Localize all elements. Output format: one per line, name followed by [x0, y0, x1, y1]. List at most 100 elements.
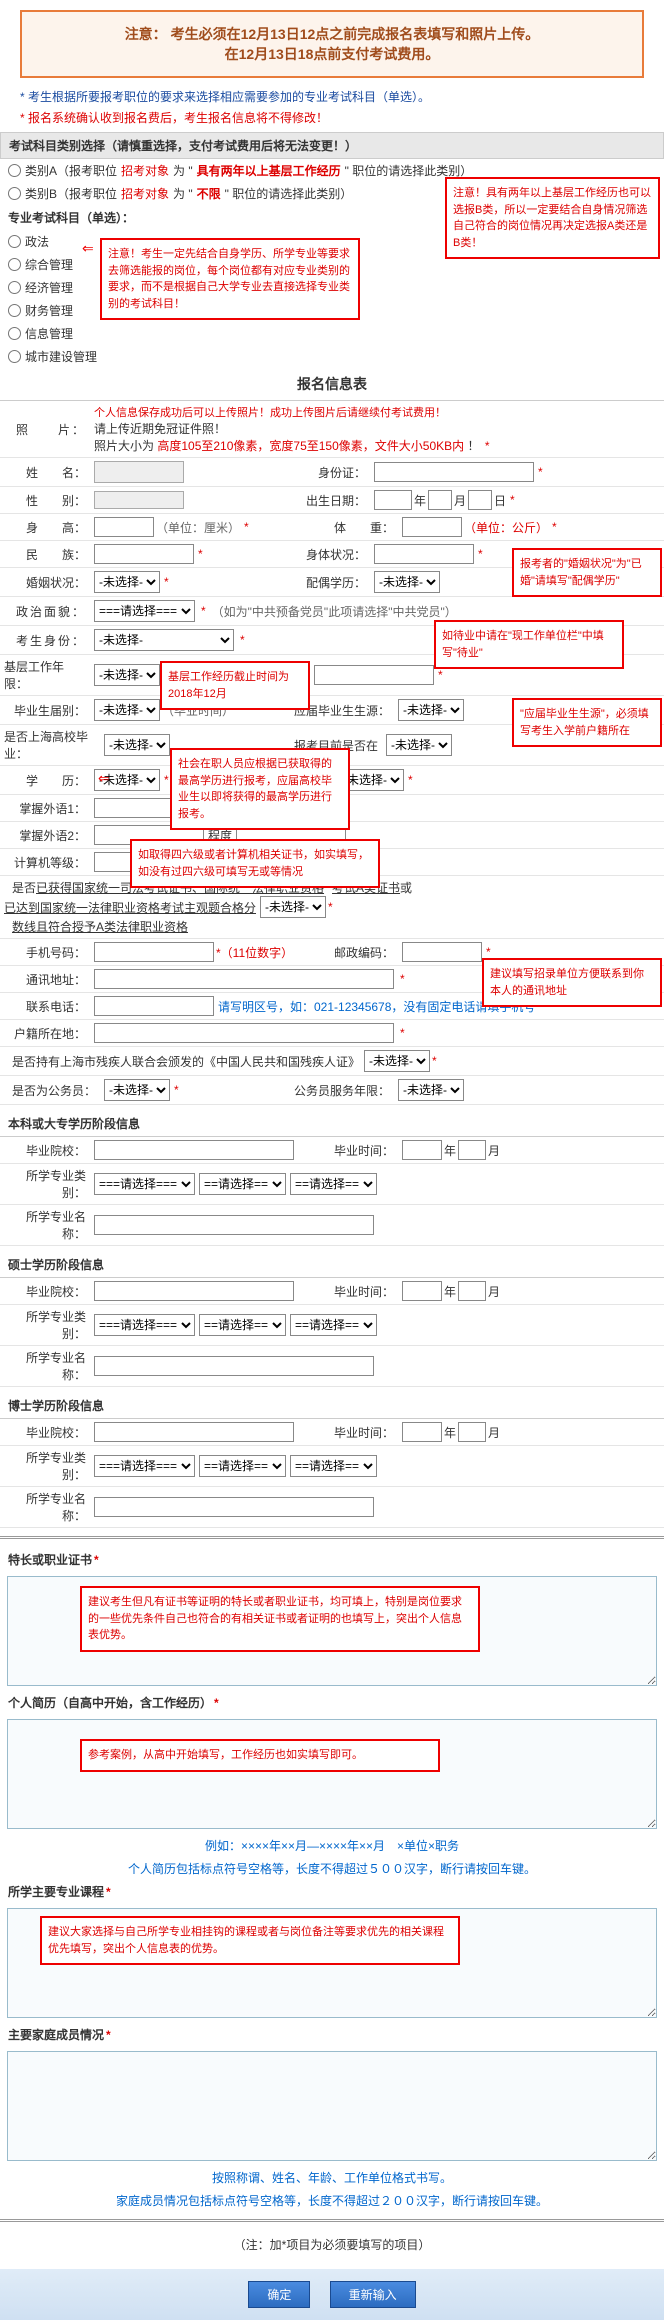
- cat-a-pre: 类别A（报考职位: [25, 162, 117, 179]
- radio-subject[interactable]: [8, 235, 21, 248]
- gender-display: [94, 491, 184, 509]
- d-school-input[interactable]: [94, 1422, 294, 1442]
- doctor-title: 博士学历阶段信息: [0, 1393, 664, 1419]
- ok-button[interactable]: 确定: [248, 2281, 310, 2308]
- law-select[interactable]: -未选择-: [260, 896, 326, 918]
- b-month-input[interactable]: [458, 1140, 486, 1160]
- politics-select[interactable]: ===请选择===: [94, 600, 195, 622]
- radio-subject[interactable]: [8, 281, 21, 294]
- marriage-label: 婚姻状况：: [0, 568, 90, 596]
- subject-row[interactable]: 城市建设管理: [0, 345, 664, 368]
- cat-a-key: 具有两年以上基层工作经历: [197, 162, 341, 179]
- weight-input[interactable]: [402, 517, 462, 537]
- body-input[interactable]: [374, 544, 474, 564]
- birth-day-input[interactable]: [468, 490, 492, 510]
- photo-note2: 请上传近期免冠证件照！: [94, 420, 492, 437]
- m-cat3-select[interactable]: ==请选择==: [290, 1314, 377, 1336]
- addr-input[interactable]: [94, 969, 394, 989]
- d-major-input[interactable]: [94, 1497, 374, 1517]
- civil-years-select[interactable]: -未选择-: [398, 1079, 464, 1101]
- b-major-label: 所学专业名称：: [4, 1208, 94, 1242]
- phone-label: 手机号码：: [0, 939, 90, 965]
- cat-a-mid2: 为 ": [173, 162, 193, 179]
- marriage-select[interactable]: -未选择-: [94, 571, 160, 593]
- grad-source-select[interactable]: -未选择-: [398, 699, 464, 721]
- d-cat3-select[interactable]: ==请选择==: [290, 1455, 377, 1477]
- m-school-input[interactable]: [94, 1281, 294, 1301]
- identity-select[interactable]: -未选择-: [94, 629, 234, 651]
- b-cat3-select[interactable]: ==请选择==: [290, 1173, 377, 1195]
- disabled-select[interactable]: -未选择-: [364, 1050, 430, 1072]
- d-cat1-select[interactable]: ===请选择===: [94, 1455, 195, 1477]
- radio-subject[interactable]: [8, 350, 21, 363]
- photo-note3b: 高度105至210像素，宽度75至150像素，文件大小50KB内: [157, 439, 464, 453]
- master-title: 硕士学历阶段信息: [0, 1252, 664, 1278]
- top-notice: 注意： 考生必须在12月13日12点之前完成报名表填写和照片上传。 在12月13…: [20, 10, 644, 78]
- workyears-select[interactable]: -未选择-: [94, 664, 160, 686]
- photo-note1: 个人信息保存成功后可以上传照片！成功上传图片后请继续付考试费用！: [94, 404, 492, 420]
- d-year-input[interactable]: [402, 1422, 442, 1442]
- resume-textarea[interactable]: [7, 1719, 658, 1829]
- d-cat2-select[interactable]: ==请选择==: [199, 1455, 286, 1477]
- height-input[interactable]: [94, 517, 154, 537]
- radio-subject[interactable]: [8, 258, 21, 271]
- blue-note: * 考生根据所要报考职位的要求来选择相应需要参加的专业考试科目（单选）。: [20, 88, 644, 105]
- reset-button[interactable]: 重新输入: [330, 2281, 416, 2308]
- radio-cat-a[interactable]: [8, 164, 21, 177]
- height-label: 身 高：: [0, 514, 90, 540]
- family-title: 主要家庭成员情况: [8, 2028, 104, 2042]
- phone-input[interactable]: [94, 942, 214, 962]
- identity-warn-box: 如待业中请在"现工作单位栏"中填写"待业": [434, 620, 624, 669]
- tel-input[interactable]: [94, 996, 214, 1016]
- family-textarea[interactable]: [7, 2051, 658, 2161]
- b-cat1-select[interactable]: ===请选择===: [94, 1173, 195, 1195]
- edu-warn-box: 社会在职人员应根据已获取得的最高学历进行报考，应届高校毕业生以即将获得的最高学历…: [170, 748, 350, 830]
- politics-label: 政治面貌：: [4, 603, 94, 620]
- b-year-input[interactable]: [402, 1140, 442, 1160]
- civil-select[interactable]: -未选择-: [104, 1079, 170, 1101]
- b-major-input[interactable]: [94, 1215, 374, 1235]
- resume-title: 个人简历（自高中开始，含工作经历）: [8, 1696, 212, 1710]
- birth-year-input[interactable]: [374, 490, 412, 510]
- d-month-input[interactable]: [458, 1422, 486, 1442]
- zip-input[interactable]: [402, 942, 482, 962]
- b-time-label: 毕业时间：: [330, 1137, 398, 1163]
- m-year-input[interactable]: [402, 1281, 442, 1301]
- b-cat2-select[interactable]: ==请选择==: [199, 1173, 286, 1195]
- comp-label: 计算机等级：: [4, 854, 94, 871]
- arrow-icon: ⇐: [98, 770, 110, 787]
- m-major-input[interactable]: [94, 1356, 374, 1376]
- radio-subject[interactable]: [8, 327, 21, 340]
- notice-line1: 考生必须在12月13日12点之前完成报名表填写和照片上传。: [171, 26, 540, 42]
- comp-warn-box: 如取得四六级或者计算机相关证书，如实填写，如没有过四六级可填写无或等情况: [130, 839, 380, 888]
- zip-label: 邮政编码：: [330, 939, 398, 965]
- workunit-input[interactable]: [314, 665, 434, 685]
- section-subject-title: 考试科目类别选择（请慎重选择，支付考试费用后将无法变更！）: [0, 132, 664, 159]
- nation-input[interactable]: [94, 544, 194, 564]
- footer-note: （注：加*项目为必须要填写的项目）: [0, 2230, 664, 2259]
- m-cat2-select[interactable]: ==请选择==: [199, 1314, 286, 1336]
- courses-title: 所学主要专业课程: [8, 1885, 104, 1899]
- identity-label: 考生身份：: [4, 632, 94, 649]
- b-school-input[interactable]: [94, 1140, 294, 1160]
- subject-row[interactable]: 信息管理: [0, 322, 664, 345]
- target-select[interactable]: -未选择-: [386, 734, 452, 756]
- grad-select[interactable]: -未选择-: [94, 699, 160, 721]
- m-month-input[interactable]: [458, 1281, 486, 1301]
- form-title: 报名信息表: [0, 368, 664, 401]
- shanghai-select[interactable]: -未选择-: [104, 734, 170, 756]
- subject-label: 综合管理: [25, 256, 73, 273]
- source-warn-box: "应届毕业生生源"，必须填写考生入学前户籍所在: [512, 698, 662, 747]
- id-input[interactable]: [374, 462, 534, 482]
- cat-b-mid: 招考对象: [121, 185, 169, 202]
- subject-label: 政法: [25, 233, 49, 250]
- spouse-select[interactable]: -未选择-: [374, 571, 440, 593]
- birth-month-input[interactable]: [428, 490, 452, 510]
- subject-label: 信息管理: [25, 325, 73, 342]
- radio-subject[interactable]: [8, 304, 21, 317]
- m-cat1-select[interactable]: ===请选择===: [94, 1314, 195, 1336]
- radio-cat-b[interactable]: [8, 187, 21, 200]
- hukou-input[interactable]: [94, 1023, 394, 1043]
- gender-label: 性 别：: [0, 487, 90, 513]
- nation-label: 民 族：: [0, 541, 90, 567]
